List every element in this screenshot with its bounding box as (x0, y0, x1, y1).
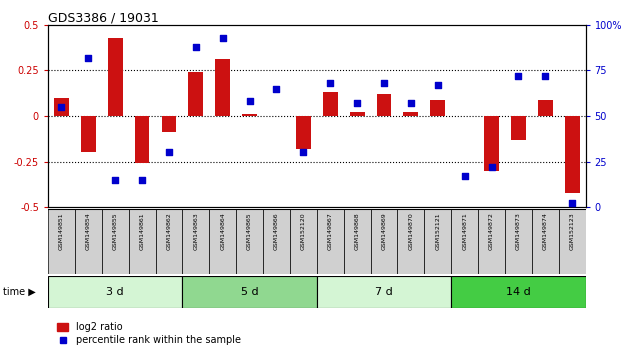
Bar (430, 99, 445, 116)
Bar (296, 116, 311, 149)
Text: GSM149855: GSM149855 (113, 212, 118, 250)
Bar (215, 59, 230, 116)
Bar (236, 209, 263, 274)
Bar (397, 209, 424, 274)
Bar (182, 276, 317, 308)
Point (433, 82, 443, 88)
Bar (344, 209, 371, 274)
Text: 3 d: 3 d (106, 287, 124, 297)
Text: 14 d: 14 d (506, 287, 531, 297)
Bar (376, 94, 392, 116)
Text: GSM152121: GSM152121 (435, 212, 440, 250)
Text: GSM152123: GSM152123 (570, 212, 575, 250)
Bar (129, 209, 156, 274)
Text: GSM149871: GSM149871 (462, 212, 467, 250)
Point (164, 149, 174, 155)
Bar (156, 209, 182, 274)
Point (460, 173, 470, 179)
Text: GSM149874: GSM149874 (543, 212, 548, 250)
Bar (532, 209, 559, 274)
Bar (263, 209, 290, 274)
Bar (559, 209, 586, 274)
Point (271, 86, 282, 91)
Bar (161, 116, 177, 132)
Bar (134, 116, 150, 163)
Point (218, 35, 228, 40)
Bar (451, 209, 478, 274)
Bar (242, 114, 257, 116)
Bar (102, 209, 129, 274)
Point (191, 44, 201, 50)
Bar (403, 112, 419, 116)
Bar (317, 276, 451, 308)
Point (567, 201, 577, 206)
Point (110, 177, 120, 183)
Bar (323, 92, 338, 116)
Bar (349, 112, 365, 116)
Text: GDS3386 / 19031: GDS3386 / 19031 (48, 12, 159, 25)
Text: GSM149873: GSM149873 (516, 212, 521, 250)
Point (513, 73, 524, 79)
Bar (54, 98, 69, 116)
Text: GSM149868: GSM149868 (355, 212, 360, 250)
Text: time ▶: time ▶ (3, 287, 36, 297)
Text: GSM149861: GSM149861 (140, 212, 145, 250)
Bar (75, 209, 102, 274)
Point (244, 98, 255, 104)
Text: GSM149872: GSM149872 (489, 212, 494, 250)
Bar (48, 276, 182, 308)
Point (406, 100, 416, 106)
Point (325, 80, 335, 86)
Point (83, 55, 93, 61)
Bar (511, 116, 526, 139)
Text: GSM149864: GSM149864 (220, 212, 225, 250)
Point (486, 164, 497, 170)
Text: 5 d: 5 d (241, 287, 259, 297)
Bar (290, 209, 317, 274)
Bar (451, 276, 586, 308)
Text: GSM149863: GSM149863 (193, 212, 198, 250)
Text: GSM149854: GSM149854 (86, 212, 91, 250)
Bar (182, 209, 209, 274)
Point (540, 73, 550, 79)
Text: 7 d: 7 d (375, 287, 393, 297)
Text: GSM149870: GSM149870 (408, 212, 413, 250)
Bar (108, 38, 123, 116)
Text: GSM149869: GSM149869 (381, 212, 387, 250)
Text: GSM149851: GSM149851 (59, 212, 64, 250)
Point (352, 100, 362, 106)
Point (298, 149, 308, 155)
Bar (209, 209, 236, 274)
Point (379, 80, 389, 86)
Bar (484, 116, 499, 171)
Bar (538, 99, 553, 116)
Bar (81, 116, 96, 152)
Bar (564, 116, 580, 193)
Text: GSM149866: GSM149866 (274, 212, 279, 250)
Bar (424, 209, 451, 274)
Text: GSM149865: GSM149865 (247, 212, 252, 250)
Text: GSM149862: GSM149862 (166, 212, 172, 250)
Point (56, 104, 67, 110)
Bar (478, 209, 505, 274)
Bar (505, 209, 532, 274)
Text: GSM149867: GSM149867 (328, 212, 333, 250)
Point (137, 177, 147, 183)
Bar (371, 209, 397, 274)
Bar (48, 209, 75, 274)
Bar (188, 72, 204, 116)
Legend: log2 ratio, percentile rank within the sample: log2 ratio, percentile rank within the s… (53, 319, 245, 349)
Bar (317, 209, 344, 274)
Text: GSM152120: GSM152120 (301, 212, 306, 250)
